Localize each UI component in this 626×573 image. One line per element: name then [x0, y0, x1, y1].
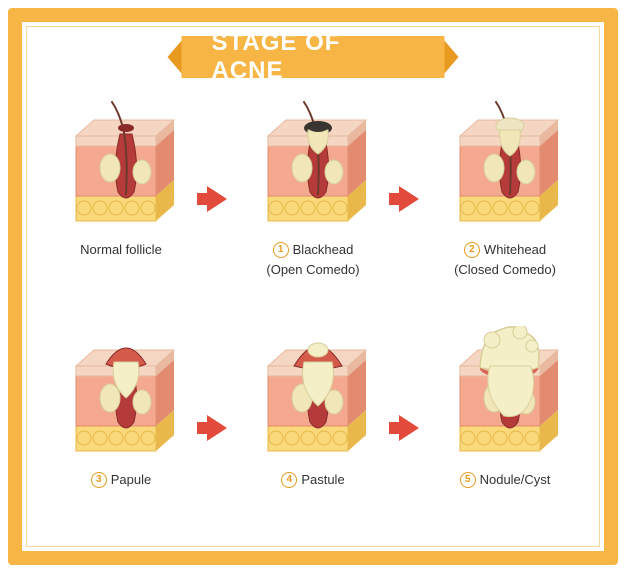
arrow-icon [207, 415, 227, 441]
stage-papule: 3 Papule [42, 326, 200, 532]
caption-normal: Normal follicle [80, 242, 162, 258]
diagram-blackhead [248, 96, 378, 236]
diagram-normal [56, 96, 186, 236]
caption-pastule: 4 Pastule [281, 472, 344, 488]
stage-pastule: 4 Pastule [234, 326, 392, 532]
caption-sub: (Open Comedo) [238, 262, 388, 278]
caption-sub: (Closed Comedo) [430, 262, 580, 278]
caption-label: Normal follicle [80, 242, 162, 258]
arrow-icon [399, 415, 419, 441]
arrow-2 [392, 129, 426, 269]
stage-normal: Normal follicle [42, 96, 200, 302]
stage-whitehead: 2 Whitehead (Closed Comedo) [426, 96, 584, 302]
diagram-pastule [248, 326, 378, 466]
arrow-icon [207, 186, 227, 212]
stage-blackhead: 1 Blackhead (Open Comedo) [234, 96, 392, 302]
diagram-papule [56, 326, 186, 466]
stage-nodule: 5 Nodule/Cyst [426, 326, 584, 532]
caption-blackhead: 1 Blackhead (Open Comedo) [238, 242, 388, 278]
caption-label: Blackhead [293, 242, 354, 258]
stage-number: 2 [464, 242, 480, 258]
stage-number: 5 [460, 472, 476, 488]
stages-grid: Normal follicle 1 Blackhead (Open Comedo… [42, 96, 584, 531]
stage-number: 4 [281, 472, 297, 488]
arrow-4 [392, 358, 426, 498]
caption-papule: 3 Papule [91, 472, 151, 488]
outer-frame: STAGE OF ACNE Normal follicle 1 Blackhea… [8, 8, 618, 565]
caption-whitehead: 2 Whitehead (Closed Comedo) [430, 242, 580, 278]
caption-label: Pastule [301, 472, 344, 488]
diagram-whitehead [440, 96, 570, 236]
arrow-3 [200, 358, 234, 498]
arrow-1 [200, 129, 234, 269]
stage-number: 1 [273, 242, 289, 258]
caption-label: Whitehead [484, 242, 546, 258]
caption-label: Nodule/Cyst [480, 472, 551, 488]
arrow-icon [399, 186, 419, 212]
stage-number: 3 [91, 472, 107, 488]
caption-label: Papule [111, 472, 151, 488]
title-text: STAGE OF ACNE [182, 36, 445, 78]
title-banner: STAGE OF ACNE [168, 36, 459, 78]
diagram-nodule [440, 326, 570, 466]
caption-nodule: 5 Nodule/Cyst [460, 472, 551, 488]
